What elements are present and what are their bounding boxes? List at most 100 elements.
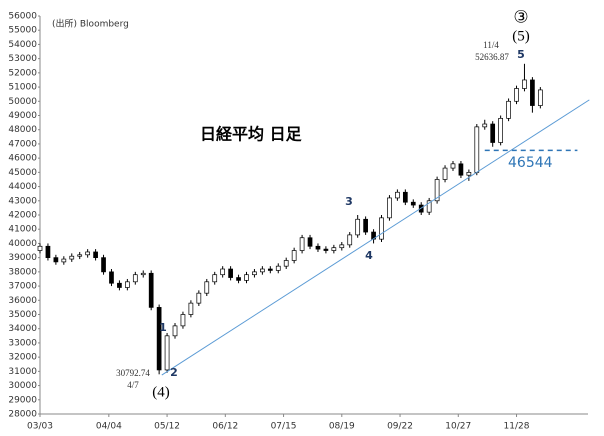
y-tick-label: 36000: [8, 296, 37, 306]
annotation: 11/4: [483, 40, 499, 50]
y-tick-label: 50000: [8, 97, 37, 107]
trend-line: [161, 99, 590, 376]
x-tick-label: 11/28: [504, 422, 530, 432]
candle-body: [395, 191, 400, 199]
candle-body: [252, 271, 257, 276]
y-tick-label: 38000: [8, 267, 37, 277]
candle-body: [61, 258, 67, 263]
y-tick-label: 44000: [8, 182, 37, 192]
candle-body: [291, 250, 297, 261]
candle-body: [530, 79, 535, 106]
candle-body: [283, 260, 289, 267]
candle-body: [498, 117, 503, 143]
candle-body: [236, 277, 241, 281]
candle-body: [53, 257, 59, 263]
y-tick-label: 34000: [8, 324, 37, 334]
candle-body: [537, 89, 543, 106]
candle-body: [490, 123, 496, 143]
x-tick-label: 05/12: [154, 422, 180, 432]
y-tick-label: 31000: [8, 367, 37, 377]
y-tick-label: 48000: [8, 125, 37, 135]
candle-body: [244, 274, 249, 281]
low-label: 30792.74: [116, 368, 150, 378]
candle-body: [347, 234, 353, 246]
y-tick-label: 49000: [8, 111, 37, 121]
candle-body: [196, 292, 202, 304]
y-tick-label: 33000: [8, 338, 37, 348]
candle-body: [260, 268, 265, 273]
candle-body: [355, 218, 361, 236]
candle-body: [402, 191, 408, 203]
candle-body: [466, 172, 472, 176]
annotation: 1: [159, 321, 167, 334]
candle-body: [442, 167, 448, 180]
y-tick-label: 52000: [8, 68, 37, 78]
x-tick-label: 04/04: [96, 422, 122, 432]
candle-body: [148, 272, 154, 308]
candle-body: [212, 274, 218, 283]
annotation: 4/7: [127, 380, 139, 390]
x-tick-label: 03/03: [27, 422, 53, 432]
y-tick-label: 39000: [8, 253, 37, 263]
level-label: 46544: [508, 155, 553, 171]
annotation: ③: [513, 8, 528, 28]
y-tick-label: 37000: [8, 282, 37, 292]
annotation: 日経平均 日足: [200, 125, 303, 144]
candle-body: [172, 325, 178, 337]
candle-body: [188, 302, 194, 315]
x-tick-label: 07/15: [271, 422, 297, 432]
x-tick-label: 06/12: [212, 422, 238, 432]
candle-body: [180, 314, 186, 327]
y-tick-label: 47000: [8, 139, 37, 149]
y-tick-label: 45000: [8, 168, 37, 178]
candle-body: [140, 272, 146, 276]
y-tick-label: 46000: [8, 154, 37, 164]
high-label: 52636.87: [475, 52, 509, 62]
candle-body: [426, 200, 432, 213]
x-tick-label: 09/22: [387, 422, 413, 432]
y-tick-label: 42000: [8, 211, 37, 221]
candle-body: [434, 179, 440, 202]
y-tick-label: 35000: [8, 310, 37, 320]
candle-body: [482, 123, 488, 128]
annotation: 4: [365, 249, 373, 262]
candle-body: [77, 254, 83, 257]
y-tick-label: 28000: [8, 410, 37, 420]
candle-body: [363, 218, 368, 233]
candle-body: [101, 257, 106, 273]
candle-body: [458, 163, 464, 176]
y-tick-label: 53000: [8, 54, 37, 64]
candle-body: [125, 281, 130, 288]
candle-body: [307, 237, 313, 247]
candle-body: [474, 126, 480, 173]
annotation: 2: [170, 366, 178, 379]
annotation: (出所) Bloomberg: [52, 18, 129, 30]
candle-body: [220, 268, 226, 276]
candle-body: [315, 245, 321, 250]
candle-body: [204, 281, 210, 294]
candle-body: [331, 247, 337, 251]
y-tick-label: 32000: [8, 353, 37, 363]
y-tick-label: 55000: [8, 26, 37, 36]
y-tick-label: 56000: [8, 12, 37, 22]
annotation: (4): [152, 384, 170, 400]
candle-body: [117, 282, 122, 288]
candle-body: [299, 237, 305, 251]
y-tick-label: 41000: [8, 225, 37, 235]
y-tick-label: 54000: [8, 40, 37, 50]
annotation: (5): [512, 28, 530, 44]
candle-body: [339, 244, 345, 249]
candle-body: [275, 265, 281, 271]
candle-body: [132, 274, 138, 283]
candle-body: [323, 248, 329, 251]
annotation: 3: [345, 195, 353, 208]
candle-body: [267, 268, 273, 271]
candle-body: [450, 163, 456, 169]
candle-body: [164, 335, 170, 371]
candle-body: [410, 201, 416, 206]
candle-body: [514, 88, 519, 102]
candle-body: [522, 79, 527, 89]
candle-body: [45, 245, 51, 258]
candle-body: [69, 255, 75, 260]
